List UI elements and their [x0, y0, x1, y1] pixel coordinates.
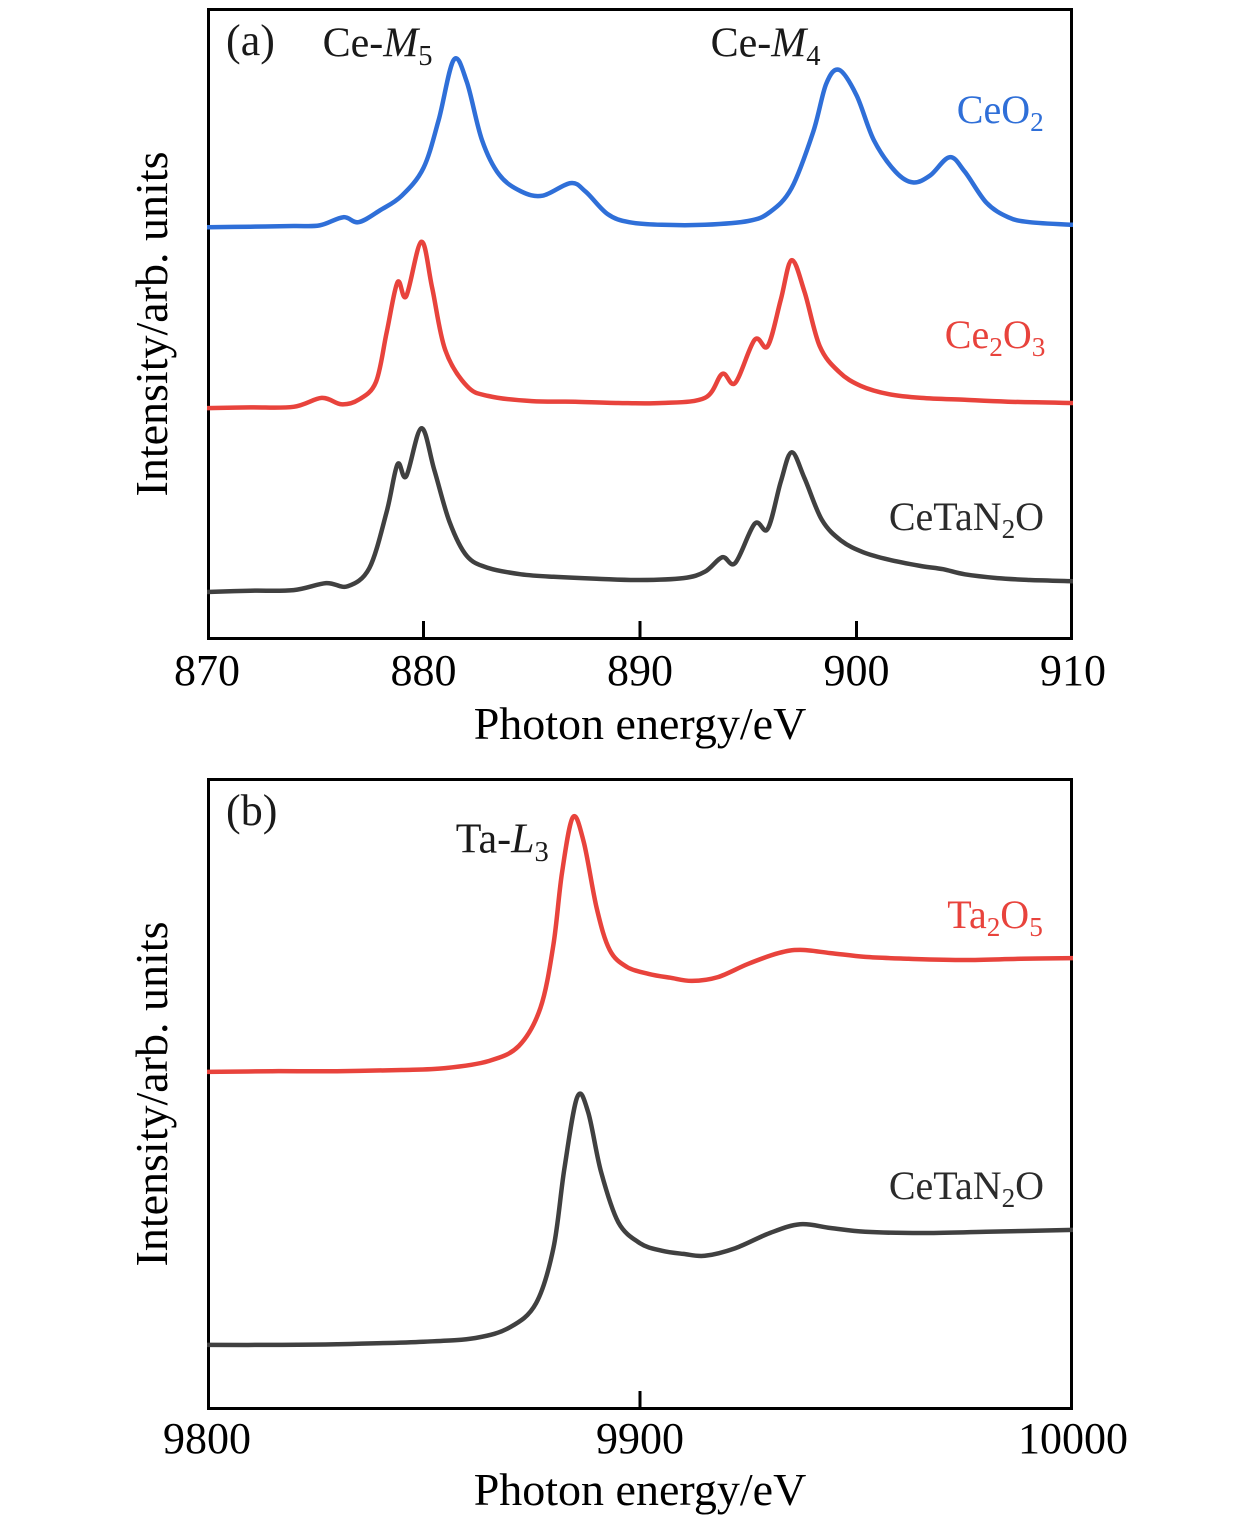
annotation-series-label-cetan2o-b: CeTaN2O	[888, 1162, 1045, 1213]
x-tick-label: 9800	[163, 1414, 251, 1463]
text-part: O	[1015, 1162, 1045, 1208]
subscript: 2	[1001, 1182, 1016, 1213]
x-tick-label: 9900	[596, 1414, 684, 1463]
annotation-series-label-ce2o3: Ce2O3	[944, 311, 1046, 362]
annotation-peak-label-ta-l3: Ta-L3	[456, 819, 549, 868]
text-part: O	[1000, 892, 1030, 938]
x-tick-label: 890	[607, 646, 673, 695]
subscript: 3	[1031, 331, 1046, 362]
annotation-series-label-ceo2: CeO2	[956, 86, 1044, 137]
text-part: CeO	[956, 86, 1031, 132]
plot-area-panel-b	[207, 778, 1073, 1410]
series-curve-cetan2o	[207, 1091, 1073, 1348]
text-part: M	[383, 20, 419, 67]
series-curve-cetan2o	[207, 426, 1073, 595]
x-tick-label: 910	[1040, 646, 1106, 695]
y-axis-label-panel-b: Intensity/arb. units	[125, 921, 177, 1267]
series-curve-ce2o3	[207, 239, 1073, 411]
text-part: Ce	[944, 311, 990, 357]
plot-area-panel-a	[207, 8, 1073, 640]
x-axis-label-panel-a: Photon energy/eV	[473, 698, 807, 749]
annotation-series-label-ta2o5: Ta2O5	[947, 895, 1042, 941]
text-part: L	[511, 816, 535, 863]
plot-frame	[207, 8, 1073, 640]
text-part: O	[1015, 493, 1045, 539]
text-part: O	[1002, 311, 1032, 357]
annotation-peak-label-ce-m4: Ce-M4	[711, 23, 821, 72]
subscript: 2	[1030, 106, 1044, 137]
text-part: Ce-	[710, 20, 772, 67]
x-tick-label: 900	[823, 646, 890, 695]
subscript: 5	[1029, 912, 1043, 943]
subscript: 2	[1001, 513, 1016, 544]
series-curve-ta2o5	[207, 813, 1073, 1075]
x-axis-label-panel-b: Photon energy/eV	[473, 1464, 807, 1515]
subscript: 2	[986, 912, 1001, 943]
text-part: CeTaN	[888, 493, 1002, 539]
subscript: 4	[806, 41, 821, 73]
text-part: Ta	[947, 892, 987, 938]
text-part: CeTaN	[888, 1162, 1002, 1208]
annotation-panel-label-a: (a)	[226, 19, 275, 63]
subscript: 5	[418, 41, 433, 73]
text-part: Ta-	[455, 816, 512, 863]
text-part: (a)	[226, 16, 275, 66]
x-tick-label: 880	[390, 646, 457, 695]
y-axis-label-panel-a: Intensity/arb. units	[125, 151, 177, 497]
x-tick-label: 870	[174, 646, 240, 695]
annotation-peak-label-ce-m5: Ce-M5	[323, 23, 433, 72]
text-part: (b)	[226, 786, 278, 836]
series-curve-ceo2	[207, 56, 1073, 230]
subscript: 3	[534, 837, 549, 869]
plot-frame	[207, 778, 1073, 1410]
subscript: 2	[989, 331, 1003, 362]
text-part: M	[771, 20, 807, 67]
text-part: Ce-	[322, 20, 384, 67]
annotation-panel-label-b: (b)	[226, 789, 277, 833]
x-tick-label: 10000	[1018, 1414, 1128, 1463]
annotation-series-label-cetan2o-a: CeTaN2O	[888, 493, 1045, 544]
